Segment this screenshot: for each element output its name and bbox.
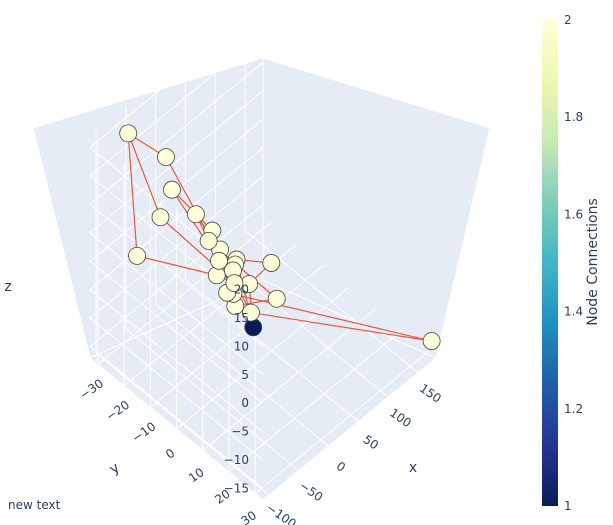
z-tick-label: 15	[234, 311, 249, 325]
edge-line	[127, 133, 162, 218]
z-tick-label: 10	[234, 339, 249, 353]
node-point[interactable]	[151, 208, 170, 227]
y-tick-label: −30	[77, 376, 106, 402]
colorbar-tick-label: 1.8	[564, 110, 583, 124]
colorbar-tick-label: 1.4	[564, 305, 583, 319]
node-point[interactable]	[225, 274, 244, 293]
node-point[interactable]	[187, 205, 205, 224]
node-point[interactable]	[242, 303, 260, 322]
y-tick-label: −20	[103, 398, 132, 424]
z-tick-label: −5	[231, 425, 249, 439]
z-tick-label: 0	[241, 396, 249, 410]
node-point[interactable]	[210, 251, 228, 270]
nodes[interactable]	[119, 124, 441, 350]
x-tick-label: −50	[297, 478, 326, 504]
z-tick-label: 20	[234, 282, 249, 296]
y-axis-title: y	[107, 460, 123, 478]
z-tick-label: 5	[241, 368, 249, 382]
x-tick-label: −100	[264, 501, 299, 525]
edge-line	[226, 292, 432, 342]
z-tick-label: −10	[224, 453, 249, 467]
colorbar	[542, 20, 558, 506]
edge-line	[127, 133, 138, 256]
y-tick-label: 10	[186, 465, 207, 485]
y-tick-label: 0	[163, 446, 177, 462]
gridlines	[89, 4, 429, 496]
colorbar-tick-label: 1.2	[564, 402, 583, 416]
node-point[interactable]	[128, 246, 146, 265]
edge-line	[250, 311, 432, 342]
annotation-text: new text	[8, 498, 61, 512]
edge-line	[136, 255, 217, 276]
y-tick-label: −10	[130, 419, 159, 445]
colorbar-title: Node Connections	[585, 198, 601, 326]
colorbar-ticks: 2 1.8 1.6 1.4 1.2 1	[564, 13, 583, 513]
node-point[interactable]	[119, 124, 138, 143]
x-tick-label: 150	[417, 381, 444, 406]
colorbar-tick-label: 1.6	[564, 207, 583, 221]
y-tick-label: 30	[239, 508, 260, 525]
node-point[interactable]	[267, 289, 286, 308]
x-tick-label: 50	[360, 432, 381, 452]
x-axis-title: x	[409, 460, 417, 476]
z-tick-label: −15	[224, 482, 249, 496]
node-point[interactable]	[422, 332, 441, 350]
x-tick-label: 0	[334, 459, 348, 475]
scene	[32, 4, 491, 501]
node-point[interactable]	[262, 254, 281, 272]
colorbar-tick-label: 2	[564, 13, 572, 27]
node-point[interactable]	[163, 180, 181, 199]
node-point[interactable]	[157, 148, 175, 167]
x-tick-label: 100	[387, 406, 414, 431]
colorbar-tick-label: 1	[564, 499, 572, 513]
node-point[interactable]	[199, 231, 218, 250]
z-axis-title: z	[4, 279, 11, 295]
z-axis-ticks: 20 15 10 5 0 −5 −10 −15	[224, 282, 249, 495]
